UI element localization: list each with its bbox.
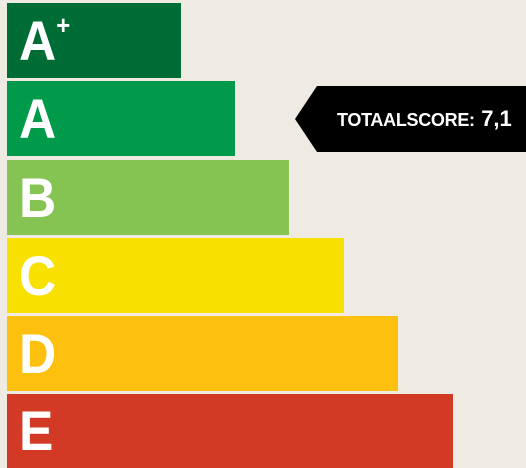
energy-class-bar-a-plus: A+ xyxy=(7,3,181,78)
energy-class-bar-c: C xyxy=(7,238,344,313)
energy-class-superscript: + xyxy=(56,9,70,40)
energy-class-label: D xyxy=(19,321,56,385)
energy-class-bar-d: D xyxy=(7,316,398,391)
energy-class-label: A+ xyxy=(19,8,70,72)
total-score-text: TOTAALSCORE: 7,1 xyxy=(337,108,512,130)
total-score-label: TOTAALSCORE: xyxy=(337,110,475,130)
energy-class-label: B xyxy=(19,165,56,229)
total-score-badge: TOTAALSCORE: 7,1 xyxy=(295,86,526,152)
total-score-value: 7,1 xyxy=(481,106,512,131)
energy-class-bar-e: E xyxy=(7,394,453,468)
energy-class-bar-a: A xyxy=(7,81,235,156)
energy-class-label: E xyxy=(19,399,53,462)
energy-class-bar-b: B xyxy=(7,160,289,235)
energy-class-label: C xyxy=(19,243,56,307)
energy-class-label: A xyxy=(19,86,56,150)
